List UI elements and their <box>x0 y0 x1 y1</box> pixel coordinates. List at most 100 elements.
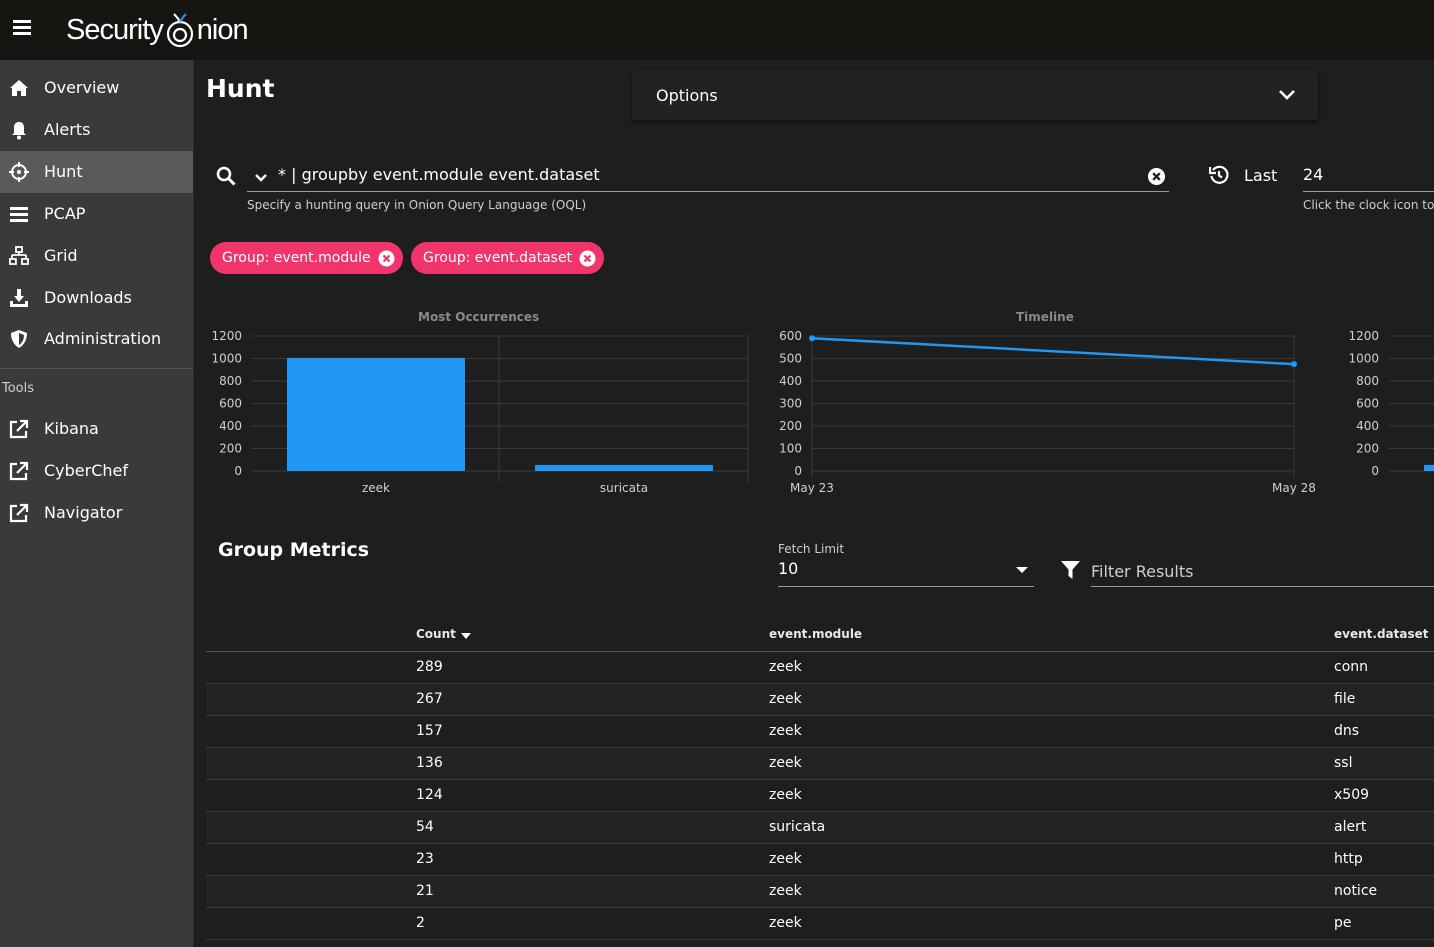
y-tick-label: 600 <box>1356 397 1379 411</box>
column-header-event-module[interactable]: event.module <box>769 627 863 641</box>
page-title: Hunt <box>206 74 275 103</box>
table-cell-count: 157 <box>416 723 443 739</box>
timeline-point <box>1291 361 1297 368</box>
sidebar-item-label: Grid <box>44 246 78 265</box>
sort-descending-icon <box>460 633 471 639</box>
table-cell-count: 267 <box>416 691 443 707</box>
external-link-icon <box>9 503 29 523</box>
hamburger-menu-icon[interactable] <box>13 20 31 36</box>
table-row[interactable]: 2 zeek pe <box>206 908 1434 940</box>
date-range-underline <box>1303 191 1434 192</box>
y-tick-label: 0 <box>1371 464 1379 478</box>
y-tick-label: 400 <box>219 419 242 433</box>
column-header-count[interactable]: Count <box>416 627 471 641</box>
date-range-value-input[interactable] <box>1303 158 1434 190</box>
x-tick-label: May 23 <box>790 481 834 495</box>
table-row[interactable]: 23 zeek http <box>206 844 1434 876</box>
table-cell-dataset: alert <box>1334 819 1367 835</box>
date-range-last-label: Last <box>1244 166 1278 185</box>
table-cell-dataset: http <box>1334 851 1363 867</box>
y-tick-label: 800 <box>219 374 242 388</box>
options-panel-toggle[interactable]: Options <box>632 70 1318 120</box>
table-row[interactable]: 157 zeek dns <box>206 716 1434 748</box>
table-cell-count: 21 <box>416 883 434 899</box>
table-cell-module: zeek <box>769 851 802 867</box>
chart-title-most-occurrences: Most Occurrences <box>418 310 540 324</box>
sidebar-item-label: Overview <box>44 78 120 97</box>
sidebar-item-label: Kibana <box>44 419 99 438</box>
table-cell-count: 2 <box>416 915 425 931</box>
table-row[interactable]: 289 zeek conn <box>206 652 1434 684</box>
table-cell-dataset: notice <box>1334 883 1378 899</box>
table-row[interactable]: 54 suricata alert <box>206 812 1434 844</box>
caret-down-icon <box>1016 567 1028 573</box>
y-tick-label: 100 <box>779 442 802 456</box>
table-cell-dataset: file <box>1334 691 1356 707</box>
logo-text-security: Security <box>66 13 164 46</box>
table-cell-dataset: conn <box>1334 659 1369 675</box>
x-tick-label: suricata <box>600 481 648 495</box>
timeline-point <box>809 335 815 342</box>
sidebar-item-administration[interactable]: Administration <box>0 318 193 360</box>
y-tick-label: 1200 <box>211 329 242 343</box>
sidebar-divider <box>0 368 193 369</box>
options-label: Options <box>656 86 718 105</box>
fetch-limit-underline <box>778 586 1034 587</box>
bar-suricata <box>535 464 713 471</box>
table-cell-module: zeek <box>769 659 802 675</box>
y-tick-label: 300 <box>779 397 802 411</box>
sitemap-icon <box>9 246 29 265</box>
external-link-icon <box>9 419 29 439</box>
sidebar-item-grid[interactable]: Grid <box>0 235 193 277</box>
filter-results-input[interactable] <box>1091 556 1434 586</box>
query-hint: Specify a hunting query in Onion Query L… <box>247 198 587 212</box>
sidebar-item-downloads[interactable]: Downloads <box>0 277 193 319</box>
chart-title-timeline: Timeline <box>1016 310 1074 324</box>
query-underline <box>247 191 1169 192</box>
sidebar-item-alerts[interactable]: Alerts <box>0 109 193 151</box>
y-tick-label: 200 <box>1356 442 1379 456</box>
table-cell-count: 289 <box>416 659 443 675</box>
chip-close-icon[interactable] <box>579 250 596 267</box>
sidebar-item-cyberchef[interactable]: CyberChef <box>0 450 193 492</box>
table-cell-count: 124 <box>416 787 443 803</box>
table-row[interactable]: 21 zeek notice <box>206 876 1434 908</box>
group-chip-event-dataset[interactable]: Group: event.dataset <box>411 242 605 274</box>
table-cell-count: 136 <box>416 755 443 771</box>
table-cell-dataset: ssl <box>1334 755 1353 771</box>
query-history-chevron-icon[interactable] <box>254 172 268 184</box>
sidebar-item-overview[interactable]: Overview <box>0 67 193 109</box>
table-row[interactable]: 267 zeek file <box>206 684 1434 716</box>
table-cell-module: zeek <box>769 691 802 707</box>
history-clock-icon[interactable] <box>1209 165 1229 185</box>
crosshairs-icon <box>9 162 29 182</box>
tools-section-label: Tools <box>2 381 35 396</box>
y-tick-label: 500 <box>779 352 802 366</box>
charts-area: 0 200 400 600 800 1000 1200 zeek suricata 0 100 200… <box>211 329 1434 495</box>
y-tick-label: 400 <box>779 374 802 388</box>
sidebar-item-label: Administration <box>44 329 162 348</box>
y-tick-label: 0 <box>794 464 802 478</box>
y-tick-label: 200 <box>219 442 242 456</box>
table-cell-module: zeek <box>769 915 802 931</box>
sidebar-item-hunt[interactable]: Hunt <box>0 151 193 193</box>
column-header-event-dataset[interactable]: event.dataset <box>1334 627 1429 641</box>
hunt-query-input[interactable] <box>278 158 1138 190</box>
sidebar-item-label: Navigator <box>44 503 123 522</box>
table-row[interactable]: 124 zeek x509 <box>206 780 1434 812</box>
fetch-limit-select[interactable] <box>778 556 1034 586</box>
x-tick-label: zeek <box>362 481 390 495</box>
search-icon[interactable] <box>216 166 236 186</box>
sidebar-item-pcap[interactable]: PCAP <box>0 193 193 235</box>
chip-close-icon[interactable] <box>378 250 395 267</box>
clear-query-icon[interactable] <box>1147 167 1166 186</box>
group-chip-event-module[interactable]: Group: event.module <box>210 242 403 274</box>
table-cell-dataset: dns <box>1334 723 1360 739</box>
y-tick-label: 600 <box>779 329 802 343</box>
table-header-divider <box>206 651 1434 652</box>
table-row[interactable]: 136 zeek ssl <box>206 748 1434 780</box>
date-range-hint: Click the clock icon to <box>1303 198 1434 212</box>
security-onion-logo[interactable]: Security nion <box>66 10 249 50</box>
sidebar-item-navigator[interactable]: Navigator <box>0 492 193 534</box>
sidebar-item-kibana[interactable]: Kibana <box>0 408 193 450</box>
